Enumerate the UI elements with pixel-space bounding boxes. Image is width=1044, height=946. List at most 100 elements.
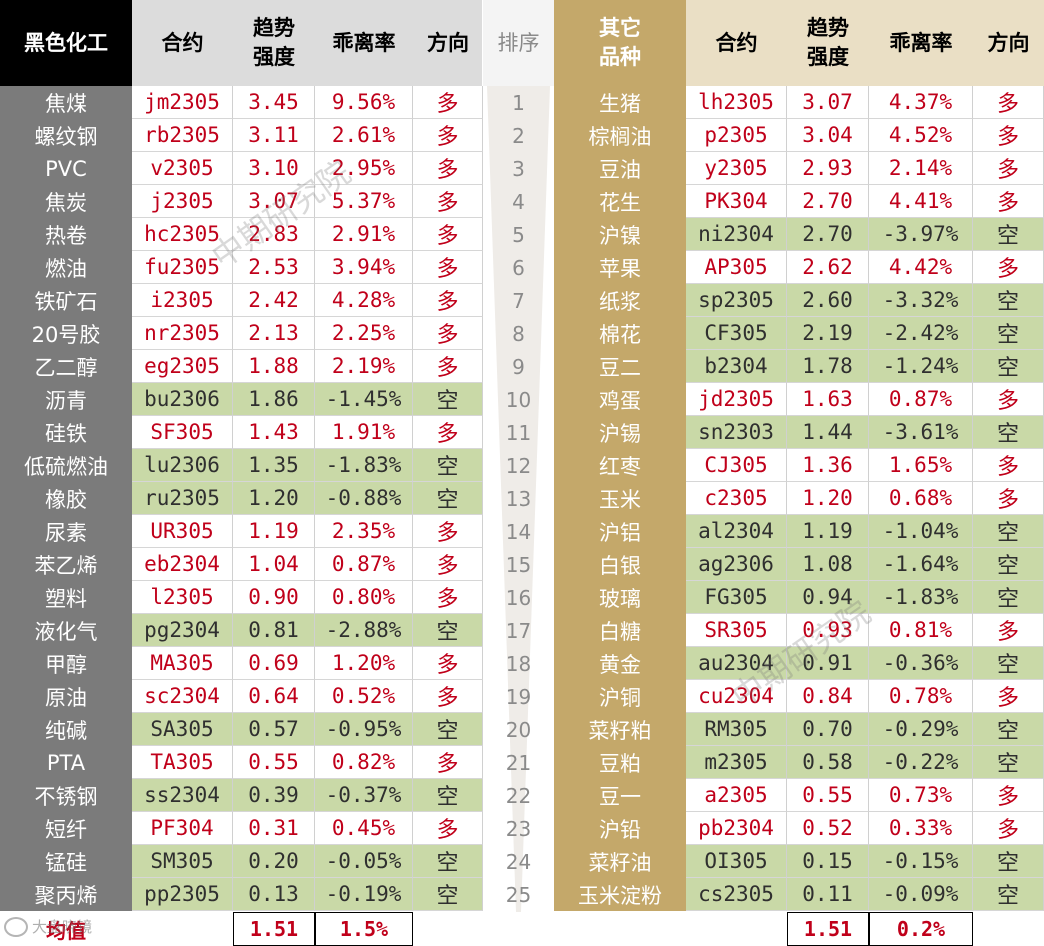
left-row-25-strength: 0.13	[233, 878, 315, 911]
right-row-10-strength: 1.63	[787, 383, 869, 416]
left-row-19-name: 原油	[0, 680, 132, 713]
left-row-17-direction: 空	[413, 614, 483, 647]
right-row-18-name: 黄金	[554, 647, 686, 680]
left-row-16-strength: 0.90	[233, 581, 315, 614]
corner-logo: 大盘晓镜	[4, 916, 92, 937]
right-row-19-deviation: 0.78%	[869, 680, 973, 713]
left-row-2-name: 螺纹钢	[0, 119, 132, 152]
right-row-21-contract: m2305	[686, 746, 787, 779]
right-row-5-name: 沪镍	[554, 218, 686, 251]
right-row-8-strength: 2.19	[787, 317, 869, 350]
right-row-16-direction: 空	[973, 581, 1044, 614]
right-row-18-direction: 空	[973, 647, 1044, 680]
left-row-21-strength: 0.55	[233, 746, 315, 779]
right-row-22-deviation: 0.73%	[869, 779, 973, 812]
right-row-6-contract: AP305	[686, 251, 787, 284]
left-avg-deviation: 1.5%	[315, 912, 413, 946]
right-row-15-contract: ag2306	[686, 548, 787, 581]
corner-logo-text: 大盘晓镜	[32, 918, 93, 936]
left-row-12-name: 低硫燃油	[0, 449, 132, 482]
right-header-strength-text: 趋势 强度	[807, 16, 849, 69]
left-row-23-deviation: 0.45%	[315, 812, 413, 845]
left-row-9-strength: 1.88	[233, 350, 315, 383]
left-row-15-direction: 多	[413, 548, 483, 581]
right-row-23-name: 沪铅	[554, 812, 686, 845]
right-row-17-direction: 多	[973, 614, 1044, 647]
rank-7: 7	[512, 288, 525, 313]
right-row-3-deviation: 2.14%	[869, 152, 973, 185]
right-row-19-strength: 0.84	[787, 680, 869, 713]
left-row-5-strength: 2.83	[233, 218, 315, 251]
left-row-15-deviation: 0.87%	[315, 548, 413, 581]
left-row-4-name: 焦炭	[0, 185, 132, 218]
right-row-9-deviation: -1.24%	[869, 350, 973, 383]
right-row-3-strength: 2.93	[787, 152, 869, 185]
left-row-8-direction: 多	[413, 317, 483, 350]
rank-16: 16	[505, 585, 532, 610]
right-row-13-contract: c2305	[686, 482, 787, 515]
rank-10: 10	[505, 387, 532, 412]
left-row-6-contract: fu2305	[132, 251, 233, 284]
right-row-2-contract: p2305	[686, 119, 787, 152]
right-row-1-contract: lh2305	[686, 86, 787, 119]
right-row-24-direction: 空	[973, 845, 1044, 878]
right-header-direction-text: 方向	[987, 30, 1030, 55]
left-row-13-name: 橡胶	[0, 482, 132, 515]
left-row-4-contract: j2305	[132, 185, 233, 218]
right-row-21-deviation: -0.22%	[869, 746, 973, 779]
right-row-10-name: 鸡蛋	[554, 383, 686, 416]
left-row-2-contract: rb2305	[132, 119, 233, 152]
rank-20: 20	[505, 717, 532, 742]
left-row-12-direction: 空	[413, 449, 483, 482]
left-row-11-strength: 1.43	[233, 416, 315, 449]
left-row-14-name: 尿素	[0, 515, 132, 548]
left-row-17-name: 液化气	[0, 614, 132, 647]
right-avg-strength: 1.51	[787, 912, 869, 946]
left-row-1-deviation: 9.56%	[315, 86, 413, 119]
right-row-25-strength: 0.11	[787, 878, 869, 911]
right-row-14-direction: 空	[973, 515, 1044, 548]
rank-21: 21	[505, 750, 532, 775]
right-row-23-strength: 0.52	[787, 812, 869, 845]
left-row-11-deviation: 1.91%	[315, 416, 413, 449]
right-row-16-contract: FG305	[686, 581, 787, 614]
left-row-4-strength: 3.07	[233, 185, 315, 218]
right-row-22-contract: a2305	[686, 779, 787, 812]
right-row-10-deviation: 0.87%	[869, 383, 973, 416]
right-row-15-name: 白银	[554, 548, 686, 581]
right-row-6-direction: 多	[973, 251, 1044, 284]
left-row-7-deviation: 4.28%	[315, 284, 413, 317]
right-row-20-direction: 空	[973, 713, 1044, 746]
rank-19: 19	[505, 684, 532, 709]
right-row-20-contract: RM305	[686, 713, 787, 746]
right-row-10-direction: 多	[973, 383, 1044, 416]
left-row-9-deviation: 2.19%	[315, 350, 413, 383]
right-row-6-strength: 2.62	[787, 251, 869, 284]
rank-header-bg	[483, 0, 554, 86]
left-row-23-direction: 多	[413, 812, 483, 845]
right-row-23-contract: pb2304	[686, 812, 787, 845]
right-row-12-deviation: 1.65%	[869, 449, 973, 482]
right-row-2-deviation: 4.52%	[869, 119, 973, 152]
rank-22: 22	[505, 783, 532, 808]
left-row-21-direction: 多	[413, 746, 483, 779]
left-row-12-deviation: -1.83%	[315, 449, 413, 482]
right-row-5-strength: 2.70	[787, 218, 869, 251]
rank-17: 17	[505, 618, 532, 643]
left-header-name: 黑色化工	[0, 0, 132, 86]
left-row-18-contract: MA305	[132, 647, 233, 680]
left-row-19-contract: sc2304	[132, 680, 233, 713]
right-row-25-deviation: -0.09%	[869, 878, 973, 911]
left-row-21-deviation: 0.82%	[315, 746, 413, 779]
right-row-23-direction: 多	[973, 812, 1044, 845]
right-row-11-strength: 1.44	[787, 416, 869, 449]
right-row-21-name: 豆粕	[554, 746, 686, 779]
right-row-23-deviation: 0.33%	[869, 812, 973, 845]
left-row-12-strength: 1.35	[233, 449, 315, 482]
right-row-17-strength: 0.93	[787, 614, 869, 647]
left-row-1-contract: jm2305	[132, 86, 233, 119]
left-row-8-name: 20号胶	[0, 317, 132, 350]
left-row-18-strength: 0.69	[233, 647, 315, 680]
right-row-6-name: 苹果	[554, 251, 686, 284]
right-row-5-contract: ni2304	[686, 218, 787, 251]
